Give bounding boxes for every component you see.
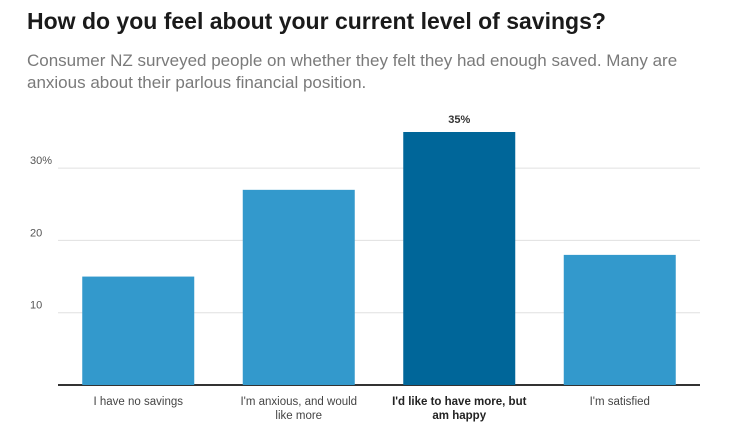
bar-3	[563, 254, 676, 385]
data-label-2: 35%	[448, 114, 470, 126]
chart-title: How do you feel about your current level…	[27, 8, 606, 34]
category-label-2: I'd like to have more, but am happy	[392, 396, 527, 422]
bar-1	[242, 189, 355, 385]
category-label-0: I have no savings	[93, 396, 183, 408]
labels: 10 20 30% I have no savings I'm anxious, and…	[30, 114, 650, 422]
y-tick-label-0: 10	[30, 300, 42, 312]
category-label-3: I'm satisfied	[590, 396, 650, 408]
category-label-1: I'm anxious, and would like more	[240, 396, 357, 422]
bar-2	[403, 132, 516, 385]
y-tick-label-2: 30%	[30, 155, 52, 167]
y-tick-label-1: 20	[30, 227, 42, 239]
chart-subtitle: Consumer NZ surveyed people on whether t…	[27, 51, 678, 92]
bars	[82, 132, 676, 385]
bar-0	[82, 276, 195, 385]
